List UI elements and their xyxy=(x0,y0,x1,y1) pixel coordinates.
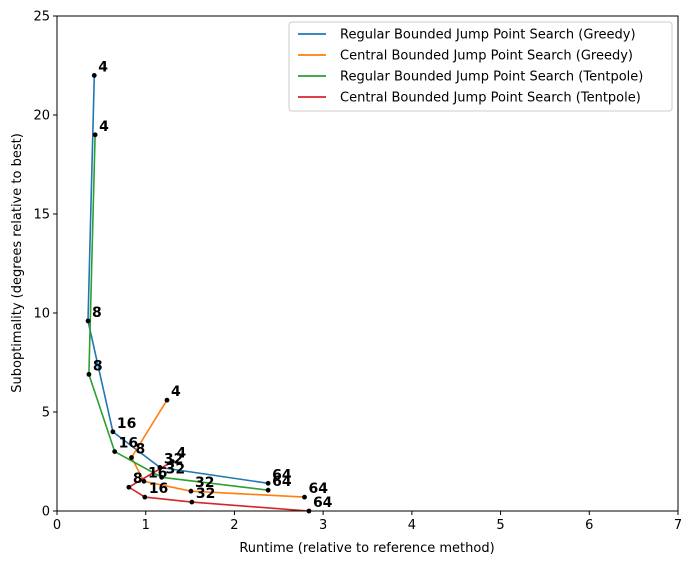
point-label: 32 xyxy=(164,451,183,467)
data-point xyxy=(112,449,118,454)
data-point xyxy=(141,478,147,484)
point-label: 64 xyxy=(313,495,333,511)
data-point xyxy=(169,459,175,464)
data-point xyxy=(142,494,148,500)
point-label: 16 xyxy=(119,436,138,452)
point-label: 32 xyxy=(166,461,185,477)
point-label: 8 xyxy=(136,442,146,458)
legend-label-3: Regular Bounded Jump Point Search (Tentp… xyxy=(340,70,643,85)
data-point xyxy=(159,474,165,480)
data-point xyxy=(85,318,91,324)
y-tick-label: 25 xyxy=(33,10,50,25)
legend-box xyxy=(288,21,673,112)
y-axis-ticks: 0 5 10 15 20 25 xyxy=(33,10,57,520)
data-point xyxy=(157,465,163,470)
x-tick-label: 3 xyxy=(319,518,327,533)
x-tick-label: 1 xyxy=(142,518,150,533)
data-point xyxy=(91,73,97,78)
point-label: 16 xyxy=(149,481,168,497)
x-axis-label: Runtime (relative to reference method) xyxy=(239,541,494,556)
legend: Regular Bounded Jump Point Search (Greed… xyxy=(288,21,673,112)
point-label: 4 xyxy=(176,446,186,462)
point-label: 64 xyxy=(272,474,292,490)
data-point xyxy=(189,499,195,505)
point-label: 16 xyxy=(117,416,136,432)
x-tick-label: 6 xyxy=(585,518,593,533)
point-label: 32 xyxy=(195,475,214,491)
point-label: 4 xyxy=(98,59,108,75)
data-point xyxy=(86,371,92,377)
data-point xyxy=(92,132,98,138)
point-label: 64 xyxy=(309,481,329,497)
point-label: 32 xyxy=(196,486,215,502)
point-label: 4 xyxy=(99,119,109,135)
data-point xyxy=(302,494,307,500)
data-point xyxy=(265,487,271,493)
point-label: 8 xyxy=(93,358,103,374)
y-tick-label: 0 xyxy=(42,505,50,520)
y-tick-label: 5 xyxy=(42,406,50,421)
y-tick-label: 15 xyxy=(33,208,50,223)
data-point xyxy=(126,484,132,490)
data-point xyxy=(265,480,271,486)
point-label: 8 xyxy=(92,305,102,321)
x-tick-label: 7 xyxy=(674,518,682,533)
y-tick-label: 20 xyxy=(33,109,50,124)
data-point xyxy=(164,397,170,403)
data-point xyxy=(110,429,116,435)
y-tick-label: 10 xyxy=(33,307,50,322)
legend-label-2: Central Bounded Jump Point Search (Greed… xyxy=(340,49,633,64)
data-point xyxy=(188,488,194,494)
x-tick-label: 0 xyxy=(53,518,61,533)
legend-label-1: Regular Bounded Jump Point Search (Greed… xyxy=(340,28,636,43)
x-tick-label: 4 xyxy=(408,518,416,533)
x-axis-ticks: 0 1 2 3 4 5 6 7 xyxy=(53,511,682,533)
legend-label-4: Central Bounded Jump Point Search (Tentp… xyxy=(340,91,641,106)
point-label: 16 xyxy=(148,465,167,481)
y-axis-label: Suboptimality (degrees relative to best) xyxy=(10,133,25,393)
plot-frame xyxy=(56,15,679,512)
data-point xyxy=(129,455,134,460)
point-label: 4 xyxy=(171,384,181,400)
x-tick-label: 2 xyxy=(230,518,238,533)
point-label: 64 xyxy=(272,467,292,483)
point-label: 8 xyxy=(133,471,143,487)
x-tick-label: 5 xyxy=(496,518,504,533)
